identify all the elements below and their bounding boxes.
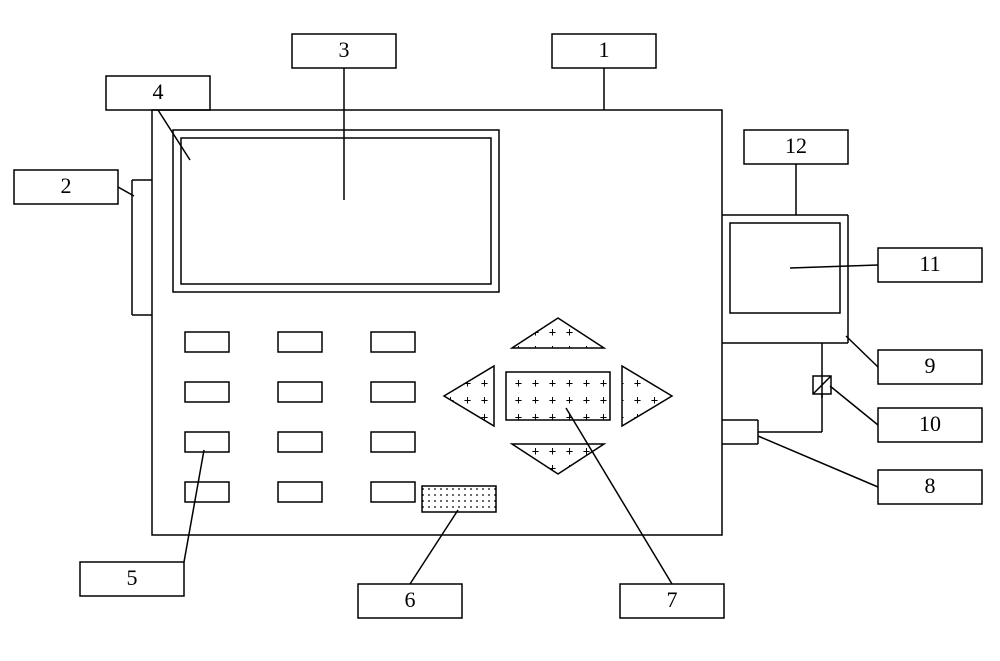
callout-9-label: 9 (925, 353, 936, 378)
keypad-button-r4-c1[interactable] (185, 482, 229, 502)
callout-4-label: 4 (153, 79, 164, 104)
callout-5: 5 (80, 450, 204, 596)
keypad-button-r4-c2[interactable] (278, 482, 322, 502)
callout-1-label: 1 (599, 37, 610, 62)
navpad-up[interactable] (512, 318, 604, 348)
screen (181, 138, 491, 284)
callout-8-leader (758, 436, 878, 487)
aux-housing (722, 215, 848, 343)
callout-12-label: 12 (785, 133, 807, 158)
navpad (444, 318, 672, 474)
callout-9-leader (846, 336, 878, 367)
keypad (185, 332, 415, 502)
keypad-button-r3-c2[interactable] (278, 432, 322, 452)
navpad-left[interactable] (444, 366, 494, 426)
keypad-button-r2-c3[interactable] (371, 382, 415, 402)
screen-bezel (173, 130, 499, 292)
callout-3: 3 (292, 34, 396, 200)
callout-9: 9 (846, 336, 982, 384)
keypad-button-r1-c3[interactable] (371, 332, 415, 352)
keypad-button-r3-c3[interactable] (371, 432, 415, 452)
navpad-center[interactable] (506, 372, 610, 420)
callout-10: 10 (830, 386, 982, 442)
callout-2: 2 (14, 170, 134, 204)
callout-5-leader (184, 450, 204, 562)
callout-4-leader (158, 110, 190, 160)
callout-6: 6 (358, 510, 462, 618)
keypad-button-r1-c1[interactable] (185, 332, 229, 352)
keypad-button-r2-c1[interactable] (185, 382, 229, 402)
device-body (152, 110, 722, 535)
callout-1: 1 (552, 34, 656, 110)
callout-7-leader (566, 408, 672, 584)
keypad-button-r1-c2[interactable] (278, 332, 322, 352)
callout-3-label: 3 (339, 37, 350, 62)
callout-6-label: 6 (405, 587, 416, 612)
navpad-right[interactable] (622, 366, 672, 426)
callout-6-leader (410, 510, 458, 584)
callout-8: 8 (758, 436, 982, 504)
callout-11-label: 11 (919, 251, 940, 276)
aux-connector-block (722, 420, 758, 444)
callout-8-label: 8 (925, 473, 936, 498)
keypad-button-r4-c3[interactable] (371, 482, 415, 502)
callout-12: 12 (744, 130, 848, 215)
left-side-tab (132, 180, 152, 315)
keypad-button-r2-c2[interactable] (278, 382, 322, 402)
callout-11: 11 (790, 248, 982, 282)
callout-10-label: 10 (919, 411, 941, 436)
keypad-button-r3-c1[interactable] (185, 432, 229, 452)
callout-7: 7 (566, 408, 724, 618)
dotted-button[interactable] (422, 486, 496, 512)
callout-5-label: 5 (127, 565, 138, 590)
callout-11-leader (790, 265, 878, 268)
callout-2-label: 2 (61, 173, 72, 198)
callout-10-leader (830, 386, 878, 425)
callout-4: 4 (106, 76, 210, 160)
aux-inner (730, 223, 840, 313)
callout-7-label: 7 (667, 587, 678, 612)
